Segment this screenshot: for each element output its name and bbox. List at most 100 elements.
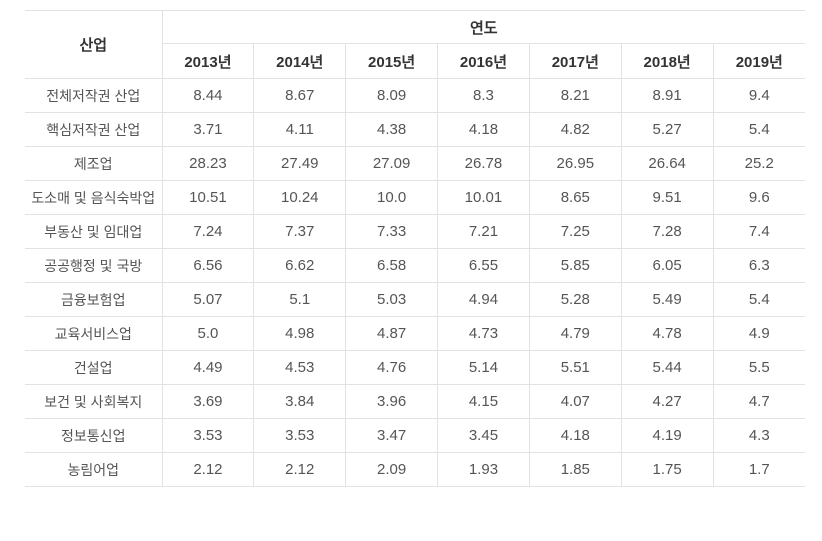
value-cell: 5.4 xyxy=(712,282,805,317)
value-cell: 4.7 xyxy=(712,384,805,419)
table-row: 부동산 및 임대업 7.24 7.37 7.33 7.21 7.25 7.28 7.4 xyxy=(25,214,805,249)
value-cell: 5.51 xyxy=(528,350,622,385)
value-cell: 4.18 xyxy=(437,112,530,147)
table-row: 건설업 4.49 4.53 4.76 5.14 5.51 5.44 5.5 xyxy=(25,350,805,385)
value-cell: 10.01 xyxy=(437,180,530,215)
value-cell: 4.15 xyxy=(437,384,530,419)
value-cell: 5.49 xyxy=(620,282,714,317)
value-cell: 27.09 xyxy=(345,146,439,181)
industry-label: 정보통신업 xyxy=(25,418,163,453)
value-cell: 3.84 xyxy=(253,384,347,419)
value-cell: 4.53 xyxy=(253,350,347,385)
value-cell: 25.2 xyxy=(712,146,805,181)
value-cell: 2.12 xyxy=(161,452,255,487)
value-cell: 4.38 xyxy=(345,112,439,147)
year-group-header: 연도 xyxy=(161,10,805,44)
table-header: 산업 연도 2013년 2014년 2015년 2016년 2017년 2018년 2019… xyxy=(25,10,805,79)
table-body: 전체저작권 산업 8.44 8.67 8.09 8.3 8.21 8.91 9.4 핵심저작권 … xyxy=(25,78,805,487)
value-cell: 6.05 xyxy=(620,248,714,283)
value-cell: 6.3 xyxy=(712,248,805,283)
year-column-header: 2013년 xyxy=(162,43,255,79)
value-cell: 8.3 xyxy=(437,78,530,113)
value-cell: 26.64 xyxy=(620,146,714,181)
industry-label: 도소매 및 음식숙박업 xyxy=(25,180,163,215)
value-cell: 9.4 xyxy=(712,78,805,113)
value-cell: 3.45 xyxy=(437,418,530,453)
value-cell: 4.78 xyxy=(620,316,714,351)
value-cell: 4.49 xyxy=(161,350,255,385)
value-cell: 4.94 xyxy=(437,282,530,317)
year-column-header: 2019년 xyxy=(712,43,805,79)
value-cell: 3.47 xyxy=(345,418,439,453)
value-cell: 4.27 xyxy=(620,384,714,419)
value-cell: 4.3 xyxy=(712,418,805,453)
table-row: 제조업 28.23 27.49 27.09 26.78 26.95 26.64 25.2 xyxy=(25,146,805,181)
table-row: 전체저작권 산업 8.44 8.67 8.09 8.3 8.21 8.91 9.4 xyxy=(25,78,805,113)
value-cell: 5.44 xyxy=(620,350,714,385)
value-cell: 3.71 xyxy=(161,112,255,147)
table-row: 교육서비스업 5.0 4.98 4.87 4.73 4.79 4.78 4.9 xyxy=(25,316,805,351)
value-cell: 4.19 xyxy=(620,418,714,453)
value-cell: 2.12 xyxy=(253,452,347,487)
value-cell: 2.09 xyxy=(345,452,439,487)
value-cell: 26.95 xyxy=(528,146,622,181)
value-cell: 10.0 xyxy=(345,180,439,215)
value-cell: 4.76 xyxy=(345,350,439,385)
value-cell: 9.51 xyxy=(620,180,714,215)
value-cell: 7.28 xyxy=(620,214,714,249)
value-cell: 4.79 xyxy=(528,316,622,351)
table-row: 보건 및 사회복지 3.69 3.84 3.96 4.15 4.07 4.27 4.7 xyxy=(25,384,805,419)
industry-label: 건설업 xyxy=(25,350,163,385)
value-cell: 3.53 xyxy=(253,418,347,453)
industry-label: 부동산 및 임대업 xyxy=(25,214,163,249)
value-cell: 4.9 xyxy=(712,316,805,351)
industry-label: 핵심저작권 산업 xyxy=(25,112,163,147)
table-row: 핵심저작권 산업 3.71 4.11 4.38 4.18 4.82 5.27 5.4 xyxy=(25,112,805,147)
value-cell: 4.98 xyxy=(253,316,347,351)
value-cell: 7.25 xyxy=(528,214,622,249)
industry-label: 공공행정 및 국방 xyxy=(25,248,163,283)
value-cell: 1.85 xyxy=(528,452,622,487)
value-cell: 3.69 xyxy=(161,384,255,419)
table-row: 공공행정 및 국방 6.56 6.62 6.58 6.55 5.85 6.05 6.3 xyxy=(25,248,805,283)
value-cell: 4.07 xyxy=(528,384,622,419)
value-cell: 10.51 xyxy=(161,180,255,215)
value-cell: 1.93 xyxy=(437,452,530,487)
industry-year-table: 산업 연도 2013년 2014년 2015년 2016년 2017년 2018년 2019… xyxy=(25,10,805,487)
value-cell: 4.73 xyxy=(437,316,530,351)
value-cell: 26.78 xyxy=(437,146,530,181)
industry-label: 보건 및 사회복지 xyxy=(25,384,163,419)
value-cell: 1.75 xyxy=(620,452,714,487)
value-cell: 7.21 xyxy=(437,214,530,249)
value-cell: 5.1 xyxy=(253,282,347,317)
value-cell: 4.82 xyxy=(528,112,622,147)
value-cell: 3.96 xyxy=(345,384,439,419)
year-column-header: 2016년 xyxy=(437,43,530,79)
value-cell: 5.03 xyxy=(345,282,439,317)
value-cell: 8.91 xyxy=(620,78,714,113)
value-cell: 8.44 xyxy=(161,78,255,113)
value-cell: 5.14 xyxy=(437,350,530,385)
industry-year-table-container: 산업 연도 2013년 2014년 2015년 2016년 2017년 2018년 2019… xyxy=(25,10,822,487)
value-cell: 8.21 xyxy=(528,78,622,113)
table-row: 도소매 및 음식숙박업 10.51 10.24 10.0 10.01 8.65 9.51 9.… xyxy=(25,180,805,215)
value-cell: 10.24 xyxy=(253,180,347,215)
year-column-header: 2017년 xyxy=(528,43,622,79)
year-column-header: 2014년 xyxy=(253,43,347,79)
value-cell: 6.56 xyxy=(161,248,255,283)
value-cell: 3.53 xyxy=(161,418,255,453)
year-column-header: 2018년 xyxy=(620,43,714,79)
value-cell: 8.65 xyxy=(528,180,622,215)
industry-label: 농림어업 xyxy=(25,452,163,487)
industry-label: 교육서비스업 xyxy=(25,316,163,351)
value-cell: 1.7 xyxy=(712,452,805,487)
value-cell: 6.62 xyxy=(253,248,347,283)
value-cell: 7.37 xyxy=(253,214,347,249)
value-cell: 5.27 xyxy=(620,112,714,147)
year-column-header: 2015년 xyxy=(345,43,439,79)
value-cell: 8.09 xyxy=(345,78,439,113)
value-cell: 4.11 xyxy=(253,112,347,147)
industry-column-header: 산업 xyxy=(25,10,163,79)
value-cell: 28.23 xyxy=(161,146,255,181)
industry-label: 전체저작권 산업 xyxy=(25,78,163,113)
